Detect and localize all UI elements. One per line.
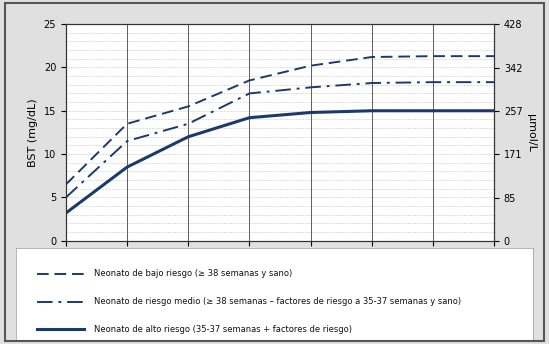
Neonato de alto riesgo (35-37 semanas + factores de riesgo)	[185, 135, 192, 139]
Neonato de bajo riesgo (≥ 38 semanas y sano)	[307, 64, 314, 68]
Line: Neonato de riesgo medio (≥ 38 semanas – factores de riesgo a 35-37 semanas y sano): Neonato de riesgo medio (≥ 38 semanas – …	[66, 82, 494, 197]
Neonato de bajo riesgo (≥ 38 semanas y sano)	[430, 54, 436, 58]
Y-axis label: μmol/L: μmol/L	[526, 114, 536, 151]
Text: Neonato de riesgo medio (≥ 38 semanas – factores de riesgo a 35-37 semanas y san: Neonato de riesgo medio (≥ 38 semanas – …	[94, 297, 461, 306]
Neonato de bajo riesgo (≥ 38 semanas y sano)	[63, 182, 69, 186]
Neonato de bajo riesgo (≥ 38 semanas y sano)	[124, 122, 130, 126]
Neonato de alto riesgo (35-37 semanas + factores de riesgo)	[368, 109, 375, 113]
Neonato de riesgo medio (≥ 38 semanas – factores de riesgo a 35-37 semanas y sano)	[63, 195, 69, 200]
Neonato de riesgo medio (≥ 38 semanas – factores de riesgo a 35-37 semanas y sano)	[246, 92, 253, 96]
Neonato de alto riesgo (35-37 semanas + factores de riesgo)	[491, 109, 497, 113]
Text: Neonato de alto riesgo (35-37 semanas + factores de riesgo): Neonato de alto riesgo (35-37 semanas + …	[94, 325, 352, 334]
Neonato de alto riesgo (35-37 semanas + factores de riesgo)	[430, 109, 436, 113]
Neonato de bajo riesgo (≥ 38 semanas y sano)	[491, 54, 497, 58]
Neonato de bajo riesgo (≥ 38 semanas y sano)	[185, 104, 192, 108]
Neonato de riesgo medio (≥ 38 semanas – factores de riesgo a 35-37 semanas y sano)	[185, 122, 192, 126]
Y-axis label: BST (mg/dL): BST (mg/dL)	[28, 98, 38, 167]
Text: Neonato de bajo riesgo (≥ 38 semanas y sano): Neonato de bajo riesgo (≥ 38 semanas y s…	[94, 269, 292, 278]
Neonato de alto riesgo (35-37 semanas + factores de riesgo)	[63, 211, 69, 215]
Neonato de riesgo medio (≥ 38 semanas – factores de riesgo a 35-37 semanas y sano)	[491, 80, 497, 84]
Neonato de riesgo medio (≥ 38 semanas – factores de riesgo a 35-37 semanas y sano)	[307, 85, 314, 89]
Line: Neonato de bajo riesgo (≥ 38 semanas y sano): Neonato de bajo riesgo (≥ 38 semanas y s…	[66, 56, 494, 184]
Neonato de riesgo medio (≥ 38 semanas – factores de riesgo a 35-37 semanas y sano)	[430, 80, 436, 84]
Line: Neonato de alto riesgo (35-37 semanas + factores de riesgo): Neonato de alto riesgo (35-37 semanas + …	[66, 111, 494, 213]
Neonato de bajo riesgo (≥ 38 semanas y sano)	[246, 78, 253, 83]
Neonato de bajo riesgo (≥ 38 semanas y sano)	[368, 55, 375, 59]
X-axis label: Edad: Edad	[265, 265, 295, 275]
Neonato de riesgo medio (≥ 38 semanas – factores de riesgo a 35-37 semanas y sano)	[368, 81, 375, 85]
Neonato de alto riesgo (35-37 semanas + factores de riesgo)	[124, 165, 130, 169]
Neonato de alto riesgo (35-37 semanas + factores de riesgo)	[307, 110, 314, 115]
Neonato de alto riesgo (35-37 semanas + factores de riesgo)	[246, 116, 253, 120]
Neonato de riesgo medio (≥ 38 semanas – factores de riesgo a 35-37 semanas y sano)	[124, 139, 130, 143]
